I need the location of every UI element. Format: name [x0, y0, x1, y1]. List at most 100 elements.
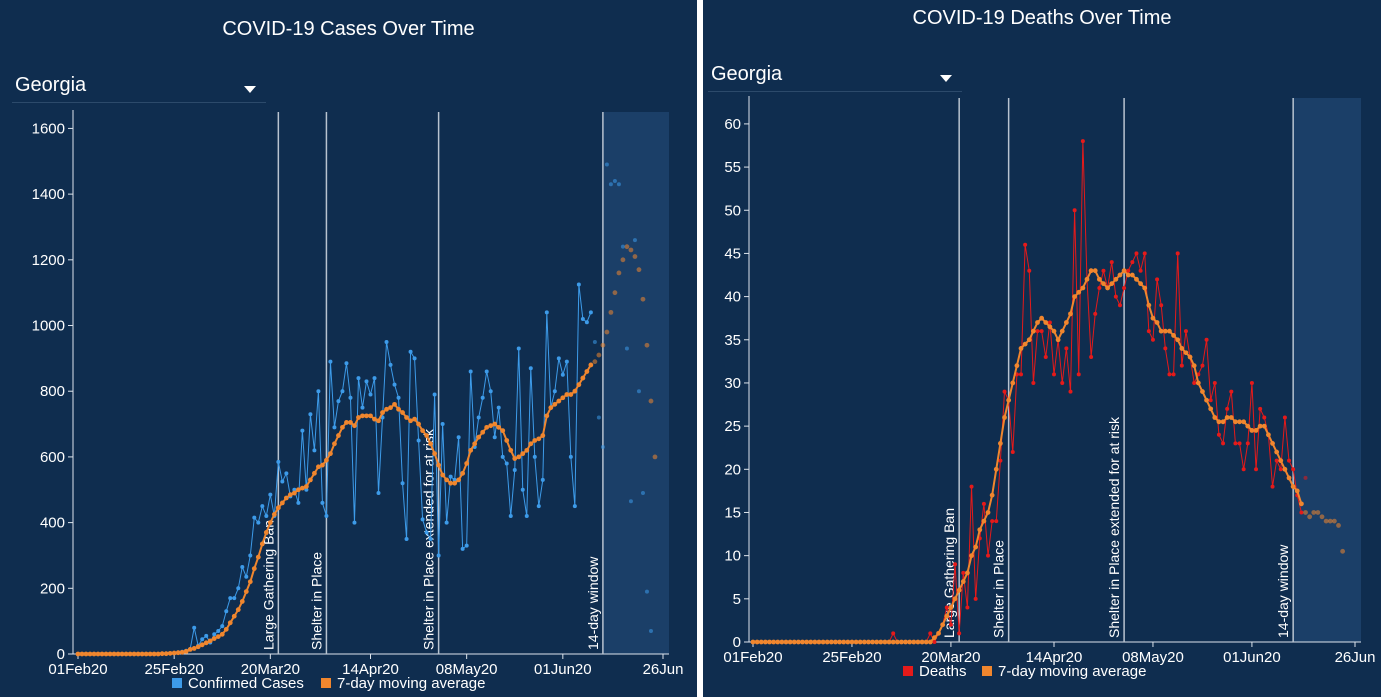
- deaths-average-point: [915, 639, 921, 645]
- cases-average-point: [536, 436, 542, 442]
- deaths-average-point: [1175, 337, 1181, 343]
- deaths-daily-point: [1064, 346, 1069, 351]
- cases-daily-point: [192, 625, 197, 630]
- chevron-down-icon[interactable]: [940, 75, 952, 82]
- chevron-down-icon[interactable]: [244, 86, 256, 93]
- cases-average-point: [291, 490, 297, 496]
- cases-region-select[interactable]: Georgia: [12, 72, 266, 103]
- deaths-average-point: [919, 639, 925, 645]
- deaths-region-select[interactable]: Georgia: [708, 61, 962, 92]
- deaths-daily-point: [1027, 268, 1032, 273]
- deaths-y-tick-label: 30: [724, 375, 741, 392]
- deaths-average-point: [886, 639, 892, 645]
- deaths-average-point: [1294, 488, 1300, 494]
- deaths-average-point: [1022, 341, 1028, 347]
- cases-daily-point: [388, 362, 393, 367]
- deaths-average-point: [800, 639, 805, 645]
- cases-daily-point: [460, 546, 465, 551]
- deaths-average-point: [907, 639, 913, 645]
- cases-daily-point: [488, 389, 493, 394]
- cases-daily-point: [216, 629, 221, 634]
- deaths-daily-point: [1245, 441, 1250, 446]
- cases-daily-point: [264, 514, 269, 519]
- deaths-average-point: [762, 639, 768, 645]
- deaths-average-point: [1010, 380, 1016, 386]
- deaths-daily-point: [1225, 406, 1230, 411]
- cases-average-point: [476, 434, 482, 440]
- cases-daily-point: [368, 392, 373, 397]
- deaths-region-select-value: Georgia: [711, 63, 783, 85]
- deaths-average-point: [981, 518, 987, 524]
- cases-average-point: [468, 447, 474, 453]
- cases-average-point: [99, 651, 105, 657]
- cases-average-point: [336, 433, 341, 438]
- cases-average-point: [364, 413, 369, 419]
- deaths-average-point: [758, 639, 764, 645]
- deaths-average-point: [1303, 510, 1308, 515]
- deaths-average-point: [787, 639, 793, 645]
- cases-average-point: [432, 451, 438, 457]
- cases-event-label: Shelter in Place: [308, 552, 324, 650]
- deaths-average-point: [1043, 320, 1049, 325]
- cases-daily-point: [616, 182, 621, 187]
- deaths-average-point: [1055, 337, 1061, 343]
- cases-average-point: [488, 423, 494, 429]
- deaths-average-point: [1282, 466, 1288, 472]
- cases-daily-point: [604, 162, 609, 167]
- deaths-daily-point: [1101, 268, 1106, 273]
- deaths-daily-point: [1019, 372, 1024, 377]
- cases-legend-label: 7-day moving average: [337, 675, 485, 692]
- deaths-event-label: 14-day window: [1275, 544, 1291, 638]
- cases-average-point: [187, 647, 193, 652]
- deaths-average-point: [923, 639, 929, 645]
- deaths-average-point: [878, 639, 884, 645]
- deaths-average-point: [1208, 406, 1214, 412]
- cases-average-point: [223, 626, 229, 632]
- deaths-average-point: [1224, 415, 1230, 420]
- cases-daily-point: [400, 481, 405, 486]
- cases-daily-point: [220, 624, 225, 629]
- deaths-daily-point: [1237, 441, 1242, 446]
- cases-average-point: [500, 428, 506, 434]
- deaths-daily-point: [1122, 285, 1127, 290]
- cases-daily-point: [632, 238, 637, 243]
- cases-daily-point: [320, 500, 325, 505]
- deaths-average-point: [997, 440, 1003, 446]
- deaths-average-point: [985, 510, 991, 515]
- deaths-average-point: [1171, 333, 1176, 338]
- deaths-daily-point: [1221, 441, 1226, 446]
- deaths-average-point: [1270, 440, 1275, 446]
- deaths-average-point: [1167, 328, 1172, 334]
- cases-average-point: [540, 433, 546, 438]
- deaths-average-point: [1030, 328, 1036, 334]
- deaths-daily-point: [1155, 277, 1160, 282]
- deaths-daily-point: [1262, 415, 1267, 420]
- cases-average-point: [368, 413, 373, 419]
- cases-daily-point: [212, 632, 217, 637]
- cases-legend-swatch: [172, 678, 182, 688]
- deaths-y-tick-label: 25: [724, 418, 741, 435]
- deaths-average-point: [1307, 514, 1313, 520]
- deaths-daily-point: [1159, 303, 1164, 308]
- deaths-daily-point: [986, 553, 991, 558]
- cases-y-tick-label: 600: [40, 449, 65, 466]
- deaths-daily-point: [1216, 432, 1221, 437]
- cases-average-point: [492, 421, 498, 427]
- cases-y-tick-label: 0: [57, 646, 65, 663]
- cases-average-point: [287, 492, 293, 498]
- cases-daily-point: [540, 477, 545, 482]
- deaths-average-point: [1146, 302, 1152, 308]
- deaths-daily-point: [932, 640, 937, 644]
- deaths-average-point: [1101, 281, 1106, 287]
- deaths-daily-point: [1270, 484, 1275, 489]
- deaths-average-point: [1298, 501, 1304, 507]
- cases-average-point: [307, 477, 313, 483]
- cases-daily-point: [436, 553, 441, 558]
- cases-average-point: [464, 461, 470, 466]
- deaths-average-point: [1253, 428, 1259, 433]
- deaths-average-point: [820, 639, 826, 645]
- deaths-daily-point: [969, 484, 974, 489]
- cases-daily-point: [636, 389, 641, 394]
- cases-daily-point: [268, 492, 273, 497]
- cases-average-point: [628, 247, 634, 253]
